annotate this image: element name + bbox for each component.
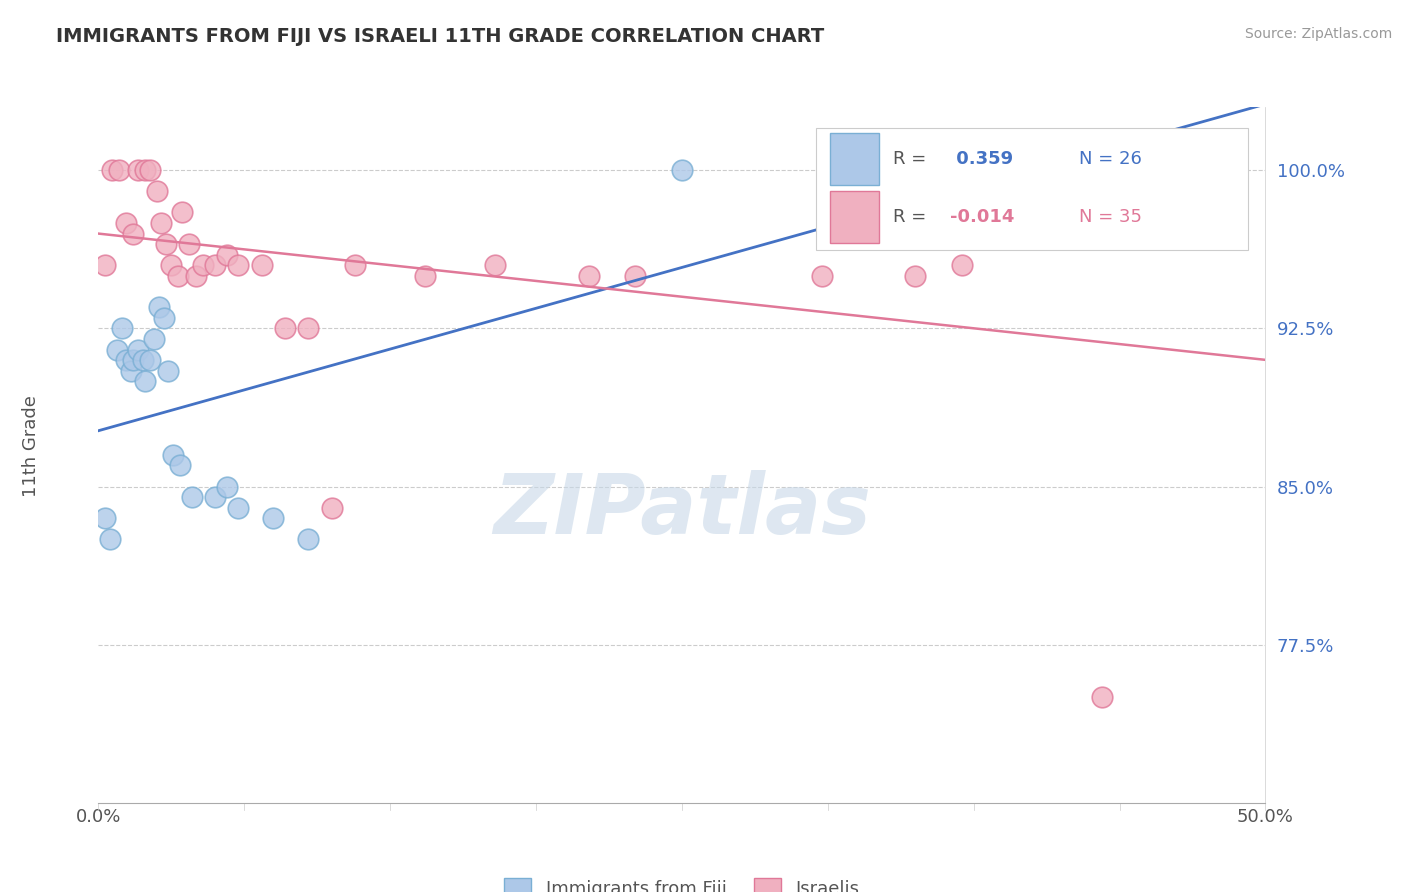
Point	[904, 268, 927, 283]
Point	[122, 227, 145, 241]
Text: N = 35: N = 35	[1078, 208, 1142, 226]
Point	[215, 247, 238, 261]
Point	[811, 268, 834, 283]
Point	[297, 533, 319, 547]
Point	[139, 163, 162, 178]
FancyBboxPatch shape	[815, 128, 1249, 250]
Point	[134, 374, 156, 388]
Point	[671, 163, 693, 178]
Point	[134, 163, 156, 178]
Point	[115, 216, 138, 230]
Point	[950, 258, 973, 272]
Point	[108, 163, 131, 178]
Point	[94, 258, 117, 272]
Point	[94, 511, 117, 525]
Point	[115, 353, 138, 368]
Point	[120, 363, 142, 377]
Point	[204, 490, 226, 504]
Point	[228, 258, 250, 272]
Point	[159, 258, 181, 272]
Text: R =: R =	[893, 150, 932, 169]
Point	[180, 490, 202, 504]
Point	[228, 500, 250, 515]
FancyBboxPatch shape	[830, 191, 879, 243]
Point	[172, 205, 194, 219]
Point	[484, 258, 506, 272]
Point	[155, 237, 177, 252]
Point	[578, 268, 600, 283]
Point	[1056, 163, 1078, 178]
Point	[413, 268, 436, 283]
Point	[179, 237, 201, 252]
Point	[169, 458, 191, 473]
Text: ZIPatlas: ZIPatlas	[494, 470, 870, 551]
Point	[186, 268, 208, 283]
Text: 0.359: 0.359	[950, 150, 1014, 169]
Point	[204, 258, 226, 272]
Text: 11th Grade: 11th Grade	[22, 395, 39, 497]
Point	[986, 163, 1008, 178]
Point	[344, 258, 367, 272]
Text: Source: ZipAtlas.com: Source: ZipAtlas.com	[1244, 27, 1392, 41]
Point	[1091, 690, 1114, 705]
Text: -0.014: -0.014	[950, 208, 1015, 226]
Point	[146, 185, 169, 199]
Point	[274, 321, 297, 335]
Text: R =: R =	[893, 208, 932, 226]
Text: N = 26: N = 26	[1078, 150, 1142, 169]
Point	[139, 353, 162, 368]
Point	[166, 268, 188, 283]
Point	[132, 353, 155, 368]
Point	[193, 258, 215, 272]
Point	[152, 310, 174, 325]
Point	[250, 258, 273, 272]
Point	[111, 321, 134, 335]
Point	[148, 301, 170, 315]
Point	[150, 216, 173, 230]
Point	[127, 163, 149, 178]
Point	[297, 321, 319, 335]
Point	[101, 163, 124, 178]
Point	[997, 163, 1019, 178]
Point	[624, 268, 647, 283]
Point	[143, 332, 166, 346]
Point	[98, 533, 121, 547]
Point	[157, 363, 180, 377]
Point	[127, 343, 149, 357]
Point	[215, 479, 238, 493]
Text: IMMIGRANTS FROM FIJI VS ISRAELI 11TH GRADE CORRELATION CHART: IMMIGRANTS FROM FIJI VS ISRAELI 11TH GRA…	[56, 27, 824, 45]
Point	[262, 511, 284, 525]
Point	[162, 448, 184, 462]
Point	[105, 343, 128, 357]
Point	[962, 163, 984, 178]
Point	[122, 353, 145, 368]
Legend: Immigrants from Fiji, Israelis: Immigrants from Fiji, Israelis	[498, 871, 866, 892]
FancyBboxPatch shape	[830, 133, 879, 186]
Point	[321, 500, 343, 515]
